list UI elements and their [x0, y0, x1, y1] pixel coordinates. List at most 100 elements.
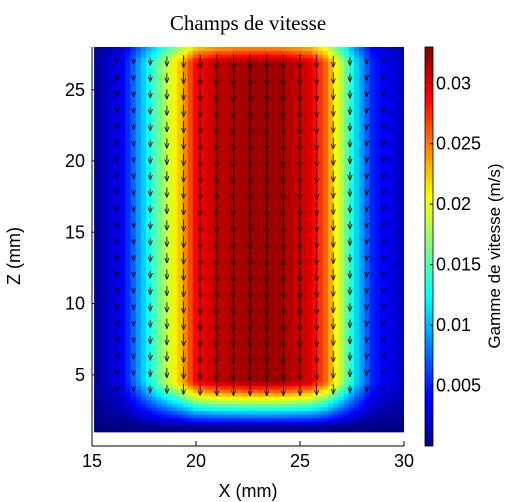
heat-cell	[161, 54, 168, 59]
heat-cell	[265, 335, 272, 340]
heat-cell	[198, 210, 204, 216]
heat-cell	[260, 314, 267, 319]
heat-cell	[125, 253, 132, 258]
heat-cell	[229, 353, 236, 358]
heat-cell	[224, 168, 230, 173]
heat-cell	[192, 68, 199, 73]
heat-cell	[114, 310, 121, 315]
heat-cell	[260, 406, 267, 411]
heat-cell	[156, 296, 163, 301]
heat-cell	[286, 235, 293, 240]
heat-cell	[120, 221, 126, 226]
heat-cell	[239, 164, 246, 169]
heat-cell	[239, 189, 246, 194]
heat-cell	[104, 207, 111, 212]
heat-cell	[177, 389, 184, 394]
heat-cell	[187, 232, 194, 237]
heat-cell	[125, 114, 132, 119]
heat-cell	[250, 392, 256, 397]
heat-cell	[135, 267, 142, 273]
heat-cell	[255, 210, 262, 216]
heat-cell	[234, 57, 241, 62]
heat-cell	[312, 164, 319, 169]
heat-cell	[317, 104, 324, 109]
heat-cell	[114, 79, 121, 84]
heat-cell	[109, 175, 116, 180]
heat-cell	[187, 210, 194, 216]
heat-cell	[250, 367, 256, 372]
heat-cell	[317, 200, 324, 205]
heat-cell	[203, 218, 210, 223]
heat-cell	[203, 267, 210, 273]
heat-cell	[239, 218, 246, 223]
heat-cell	[255, 153, 262, 159]
heat-cell	[270, 193, 277, 198]
heat-cell	[265, 381, 272, 387]
heat-cell	[270, 175, 277, 180]
heat-cell	[312, 196, 319, 201]
heat-cell	[281, 339, 288, 344]
heat-cell	[114, 50, 121, 55]
heat-cell	[172, 225, 178, 230]
heat-cell	[218, 285, 225, 290]
heat-cell	[140, 424, 147, 429]
heat-cell	[234, 200, 241, 205]
heat-cell	[302, 86, 308, 91]
heat-cell	[218, 239, 225, 244]
heat-cell	[218, 310, 225, 315]
heat-cell	[328, 385, 334, 390]
heat-cell	[146, 100, 152, 105]
heat-cell	[94, 61, 100, 66]
heat-cell	[260, 389, 267, 394]
heat-cell	[140, 389, 147, 394]
heat-cell	[114, 185, 121, 191]
heat-cell	[135, 342, 142, 347]
heat-cell	[208, 232, 215, 237]
heat-cell	[307, 242, 314, 248]
heat-cell	[312, 289, 319, 294]
heat-cell	[182, 385, 189, 390]
heat-cell	[281, 64, 288, 69]
heat-cell	[125, 157, 132, 162]
heat-cell	[187, 406, 194, 411]
heat-cell	[151, 61, 158, 66]
heat-cell	[198, 146, 204, 151]
heat-cell	[328, 392, 334, 397]
heat-cell	[140, 253, 147, 258]
heat-cell	[276, 68, 282, 73]
heat-cell	[286, 189, 293, 194]
heat-cell	[151, 221, 158, 226]
heat-cell	[146, 307, 152, 312]
heat-cell	[239, 178, 246, 183]
heat-cell	[140, 175, 147, 180]
heat-cell	[94, 146, 100, 151]
heat-cell	[135, 189, 142, 194]
heat-cell	[213, 396, 220, 401]
heat-cell	[317, 328, 324, 333]
heat-cell	[328, 378, 334, 383]
heat-cell	[276, 185, 282, 191]
heat-cell	[281, 264, 288, 269]
heat-cell	[94, 121, 100, 126]
heat-cell	[161, 413, 168, 419]
heat-cell	[99, 428, 106, 433]
heat-cell	[140, 299, 147, 305]
heat-cell	[291, 406, 298, 411]
heat-cell	[203, 200, 210, 205]
heat-cell	[322, 47, 329, 52]
heat-cell	[234, 146, 241, 151]
heat-cell	[94, 406, 100, 411]
heat-cell	[94, 303, 100, 308]
heat-cell	[307, 221, 314, 226]
heat-cell	[328, 317, 334, 322]
heat-cell	[224, 378, 230, 383]
heat-cell	[151, 285, 158, 290]
heat-cell	[172, 250, 178, 255]
heat-cell	[244, 100, 251, 105]
heat-cell	[146, 360, 152, 365]
heat-cell	[276, 100, 282, 105]
heat-cell	[322, 75, 329, 80]
heat-cell	[302, 385, 308, 390]
heat-cell	[156, 89, 163, 94]
heat-cell	[291, 171, 298, 176]
